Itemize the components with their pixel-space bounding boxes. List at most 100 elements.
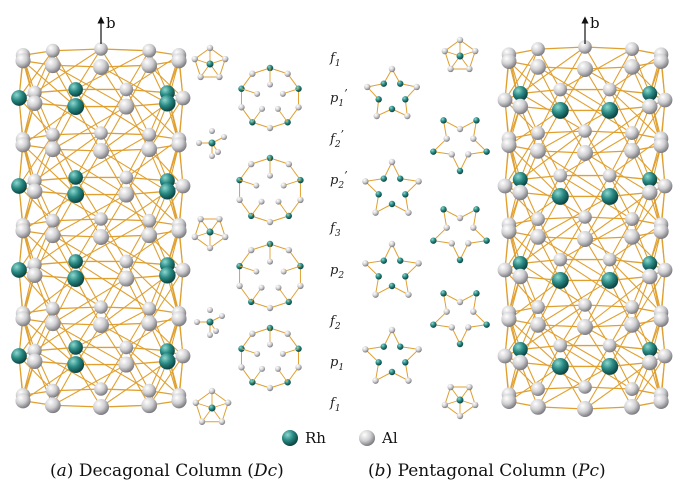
al-atom [259,365,266,372]
rh-atom [159,95,176,112]
bond [148,269,184,324]
al-atom [364,83,371,91]
al-atom [247,246,255,254]
al-atom [388,326,396,334]
al-atom [470,135,477,142]
bond [52,404,102,408]
al-atom [171,137,187,153]
al-atom [94,300,108,314]
al-atom [119,254,134,269]
rh-atom [388,105,396,113]
bond [584,152,651,193]
rh-atom [68,170,83,185]
al-atom [653,53,669,69]
al-atom [501,53,517,69]
rh-atom [402,96,409,103]
al-atom [653,223,669,239]
bond [148,50,168,93]
al-atom [142,383,157,398]
layer-label: p1 [330,355,344,373]
al-atom [206,44,214,52]
layer-label: p2 [330,263,344,281]
layer-label: f1 [329,396,341,414]
al-atom [297,282,304,290]
bond [609,89,633,134]
al-atom [213,328,219,334]
al-atom [653,393,669,409]
al-atom [119,170,134,185]
bond [631,306,651,350]
rh-atom [375,359,382,366]
al-atom [45,127,60,142]
al-atom [530,143,546,159]
bond [75,132,102,178]
al-atom [577,61,593,77]
rh-atom [456,396,464,404]
al-atom [207,307,213,313]
bond [22,106,76,146]
bond [52,364,127,406]
rh-atom [375,191,382,198]
bond [504,48,539,101]
bond [52,194,127,236]
rh-atom [512,86,528,102]
rh-atom [512,256,528,272]
al-atom [578,298,592,312]
al-atom [266,384,274,392]
bond [584,175,611,218]
bond [508,61,561,111]
rh-atom [642,172,658,188]
rh-atom [601,101,619,119]
bond [519,362,539,408]
al-atom [274,365,281,372]
rh-atom [456,340,464,348]
bond [559,345,633,390]
bond [75,177,102,220]
al-atom [142,127,157,142]
bond [560,48,633,91]
al-atom [405,377,412,384]
bond [584,276,651,328]
bond [52,261,77,309]
bond [75,260,150,310]
bond [537,132,561,176]
al-atom [44,227,61,244]
bond [100,177,127,220]
al-atom [448,240,455,247]
al-atom [284,330,291,337]
al-atom [578,380,592,394]
al-atom [466,65,473,73]
bond [125,347,180,396]
al-atom [577,231,593,247]
al-atom [405,291,412,298]
bond [537,386,586,390]
bond [251,215,271,223]
bond [22,144,77,195]
al-atom [279,350,286,357]
al-atom [415,260,422,267]
al-atom [26,267,43,284]
rh-atom [473,117,480,124]
rh-atom [11,348,27,364]
bond [269,157,289,165]
bond [559,304,586,346]
bond [584,192,651,240]
bond [100,274,168,326]
al-atom [207,332,213,338]
bond [609,48,633,90]
al-atom [249,70,256,77]
al-atom [175,90,191,106]
al-atom [45,43,60,58]
al-atom [27,343,42,358]
bond [100,150,127,195]
bond [239,285,252,303]
al-atom [653,311,669,327]
al-atom [472,47,479,55]
bond [34,48,102,94]
bond [631,218,651,264]
bond [584,130,633,134]
bond [125,149,150,195]
rh-atom [473,206,480,213]
bond [631,150,666,187]
al-atom [93,59,109,75]
